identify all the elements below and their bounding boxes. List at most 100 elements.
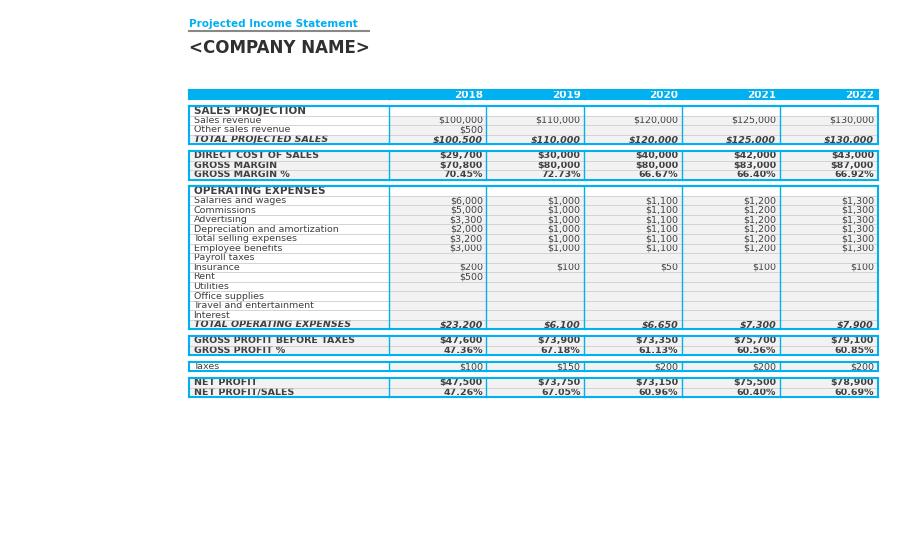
Bar	[389, 282, 486, 291]
Bar	[779, 234, 878, 244]
Bar	[189, 135, 389, 144]
Text: $200: $200	[654, 362, 679, 371]
Bar	[682, 253, 779, 263]
Text: $1,200: $1,200	[743, 205, 776, 215]
Bar	[189, 310, 389, 320]
Text: Advertising: Advertising	[194, 215, 248, 224]
Text: Depreciation and amortization: Depreciation and amortization	[194, 225, 338, 234]
Text: $1,300: $1,300	[841, 205, 874, 215]
Bar	[189, 263, 389, 272]
Text: Salaries and wages: Salaries and wages	[194, 196, 286, 205]
Bar	[584, 224, 682, 234]
Text: $75,700: $75,700	[733, 336, 776, 345]
Text: <COMPANY NAME>: <COMPANY NAME>	[189, 39, 370, 57]
Text: $47,600: $47,600	[439, 336, 482, 345]
Text: $500: $500	[459, 273, 482, 281]
Text: GROSS PROFIT %: GROSS PROFIT %	[194, 346, 284, 355]
Text: TOTAL PROJECTED SALES: TOTAL PROJECTED SALES	[194, 135, 328, 144]
Bar	[584, 263, 682, 272]
Text: Payroll taxes: Payroll taxes	[194, 253, 254, 263]
Bar	[584, 160, 682, 170]
Text: $47,500: $47,500	[440, 379, 482, 387]
Bar	[189, 205, 389, 215]
Bar	[486, 263, 584, 272]
Bar	[486, 170, 584, 180]
Text: $120,000: $120,000	[634, 116, 679, 125]
Bar	[779, 125, 878, 135]
Text: $23,200: $23,200	[439, 320, 482, 329]
Text: $1,200: $1,200	[743, 215, 776, 224]
Text: $100: $100	[850, 263, 874, 272]
Text: GROSS MARGIN: GROSS MARGIN	[194, 161, 276, 170]
Text: $1,100: $1,100	[645, 215, 679, 224]
Text: $73,150: $73,150	[635, 379, 679, 387]
Text: $130,000: $130,000	[824, 135, 874, 144]
Text: 2019: 2019	[552, 90, 581, 100]
Bar	[779, 263, 878, 272]
Bar	[486, 244, 584, 253]
Text: 60.85%: 60.85%	[834, 346, 874, 355]
Text: 66.40%: 66.40%	[736, 170, 776, 179]
Bar	[682, 215, 779, 224]
Bar	[584, 244, 682, 253]
Text: 72.73%: 72.73%	[541, 170, 580, 179]
Text: 60.56%: 60.56%	[737, 346, 776, 355]
Bar	[486, 310, 584, 320]
Bar	[189, 253, 389, 263]
Text: $7,900: $7,900	[837, 320, 874, 329]
Bar	[486, 272, 584, 282]
Text: $1,300: $1,300	[841, 215, 874, 224]
Text: Projected Income Statement: Projected Income Statement	[189, 19, 358, 29]
Bar	[189, 151, 389, 160]
Bar	[389, 170, 486, 180]
Bar	[682, 205, 779, 215]
Bar	[389, 346, 486, 355]
Bar	[682, 196, 779, 205]
Bar	[682, 224, 779, 234]
Bar	[486, 205, 584, 215]
Bar	[389, 253, 486, 263]
Bar	[486, 196, 584, 205]
Text: $110,000: $110,000	[536, 116, 580, 125]
Bar	[584, 272, 682, 282]
Text: Insurance: Insurance	[194, 263, 240, 272]
Bar	[389, 224, 486, 234]
Bar	[779, 224, 878, 234]
Bar	[389, 362, 486, 371]
Bar	[486, 253, 584, 263]
Bar	[682, 301, 779, 310]
Text: $1,000: $1,000	[547, 234, 580, 243]
Bar	[584, 301, 682, 310]
Text: $125,000: $125,000	[731, 116, 776, 125]
Bar	[389, 244, 486, 253]
Text: 2022: 2022	[845, 90, 874, 100]
Bar	[486, 234, 584, 244]
Bar	[682, 160, 779, 170]
Bar	[486, 320, 584, 330]
Text: $3,300: $3,300	[450, 215, 482, 224]
Text: Taxes: Taxes	[194, 362, 220, 371]
Bar	[584, 320, 682, 330]
Text: Interest: Interest	[194, 311, 230, 320]
Text: Utilities: Utilities	[194, 282, 230, 291]
Bar	[779, 336, 878, 346]
Text: $500: $500	[459, 125, 482, 134]
Bar	[389, 336, 486, 346]
Bar	[584, 387, 682, 397]
Bar	[682, 151, 779, 160]
Text: $1,000: $1,000	[547, 205, 580, 215]
Text: $1,100: $1,100	[645, 244, 679, 253]
Bar	[682, 320, 779, 330]
Bar	[584, 125, 682, 135]
Bar	[486, 224, 584, 234]
Bar	[389, 115, 486, 125]
Text: Other sales revenue: Other sales revenue	[194, 125, 290, 134]
Text: $100: $100	[556, 263, 581, 272]
Bar	[389, 291, 486, 301]
Text: $1,000: $1,000	[547, 225, 580, 234]
Bar	[584, 291, 682, 301]
Bar	[486, 115, 584, 125]
Bar	[779, 346, 878, 355]
Bar	[389, 160, 486, 170]
Bar	[189, 186, 878, 196]
